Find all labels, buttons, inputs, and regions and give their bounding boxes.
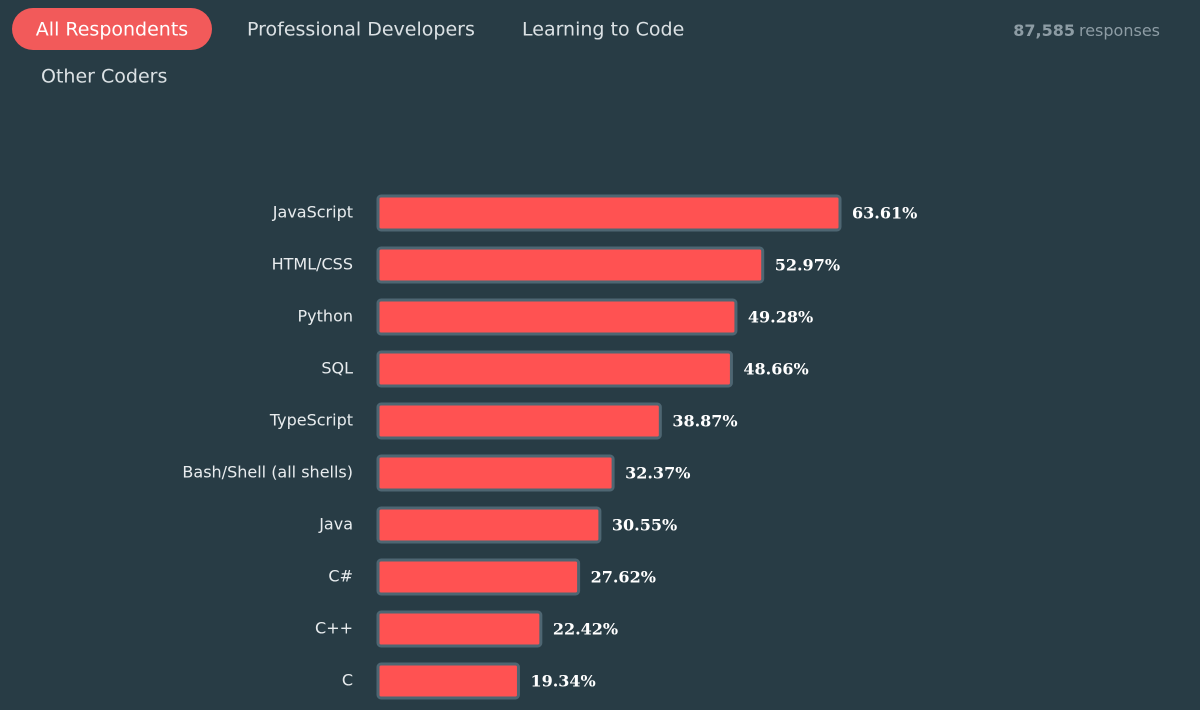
bar xyxy=(376,298,738,336)
value-label: 48.66% xyxy=(743,360,808,379)
category-label: JavaScript xyxy=(272,203,353,222)
category-label: SQL xyxy=(321,359,353,378)
response-label: responses xyxy=(1079,21,1160,40)
bar xyxy=(376,610,543,648)
value-label: 19.34% xyxy=(530,672,595,691)
category-label: HTML/CSS xyxy=(272,255,353,274)
tab[interactable]: All Respondents xyxy=(36,19,188,41)
value-label: 27.62% xyxy=(591,568,656,587)
responses: 87,585 responses xyxy=(1013,21,1160,40)
value-label: 30.55% xyxy=(612,516,677,535)
bar xyxy=(376,558,581,596)
tab[interactable]: Other Coders xyxy=(41,66,167,88)
value-label: 32.37% xyxy=(625,464,690,483)
category-label: Java xyxy=(318,515,353,534)
value-label: 38.87% xyxy=(672,412,737,431)
value-label: 22.42% xyxy=(553,620,618,639)
value-label: 49.28% xyxy=(748,308,813,327)
category-label: Bash/Shell (all shells) xyxy=(182,463,353,482)
bar xyxy=(376,402,662,440)
category-label: C++ xyxy=(315,619,353,638)
category-label: C# xyxy=(328,567,353,586)
bar xyxy=(376,246,765,284)
category-label: C xyxy=(342,671,353,690)
active-tab-pill[interactable] xyxy=(12,8,212,50)
bar xyxy=(376,506,602,544)
tab[interactable]: Learning to Code xyxy=(522,19,684,41)
bar xyxy=(376,662,520,700)
value-label: 63.61% xyxy=(852,204,917,223)
bar xyxy=(376,350,733,388)
tab[interactable]: Professional Developers xyxy=(247,19,475,41)
category-label: Python xyxy=(298,307,353,326)
response-count: 87,585 xyxy=(1013,21,1075,40)
bar xyxy=(376,194,842,232)
bar xyxy=(376,454,615,492)
value-label: 52.97% xyxy=(775,256,840,275)
category-label: TypeScript xyxy=(269,411,353,430)
